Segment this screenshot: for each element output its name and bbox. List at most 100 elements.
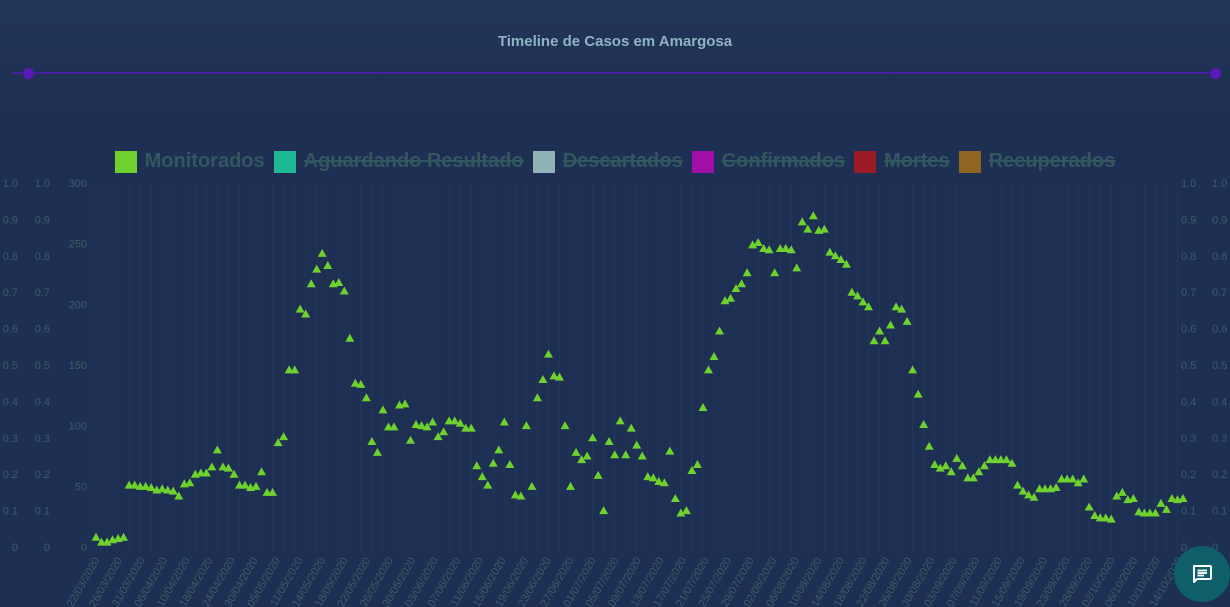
data-point: [317, 248, 327, 257]
data-point: [770, 268, 780, 277]
side-axis-tick-label: 0.5: [3, 360, 18, 372]
data-point: [185, 478, 195, 487]
data-point: [212, 445, 222, 454]
data-point: [968, 473, 978, 482]
date-range-slider-start-handle[interactable]: [23, 68, 34, 79]
data-point: [378, 405, 388, 414]
data-point: [157, 484, 167, 493]
data-point: [632, 440, 642, 449]
data-point: [422, 422, 432, 431]
side-axis-tick-label: 0.7: [1212, 287, 1227, 299]
data-point: [1117, 487, 1127, 496]
data-point: [681, 506, 691, 515]
data-point: [836, 254, 846, 263]
data-point: [1167, 493, 1177, 502]
legend-item-confirmados[interactable]: Confirmados: [691, 150, 845, 173]
side-axis-tick-label: 0.7: [1181, 287, 1196, 299]
chat-button[interactable]: [1174, 546, 1230, 602]
data-point: [930, 459, 940, 468]
data-point: [902, 316, 912, 325]
data-point: [908, 365, 918, 374]
data-point: [698, 402, 708, 411]
data-point: [543, 349, 553, 358]
legend-label-monitorados: Monitorados: [144, 150, 265, 172]
legend-item-descartados[interactable]: Descartados: [532, 150, 683, 173]
data-point: [659, 478, 669, 487]
grid-lines: [96, 183, 1177, 553]
data-point: [499, 417, 509, 426]
data-point: [389, 422, 399, 431]
legend-swatch-aguardando-resultado: [273, 150, 296, 173]
data-point: [670, 493, 680, 502]
side-axis-tick-label: 0: [12, 542, 18, 554]
data-point: [439, 427, 449, 436]
side-axis-tick-label: 0: [1181, 542, 1187, 554]
data-point: [367, 436, 377, 445]
data-point: [306, 279, 316, 288]
data-point: [411, 419, 421, 428]
data-point: [643, 472, 653, 481]
side-axis-tick-label: 0.6: [1181, 324, 1196, 336]
data-point: [223, 463, 233, 472]
data-point: [880, 336, 890, 345]
data-point: [290, 365, 300, 374]
date-range-slider-track[interactable]: [12, 72, 1220, 74]
side-axis-tick-label: 0.3: [1212, 433, 1227, 445]
side-axis-tick-label: 0.5: [1212, 360, 1227, 372]
y-tick-label: 100: [69, 421, 87, 433]
data-point: [858, 297, 868, 306]
data-point: [130, 480, 140, 489]
data-point: [1178, 493, 1188, 502]
legend-item-aguardando-resultado[interactable]: Aguardando Resultado: [273, 150, 524, 173]
data-point: [312, 264, 322, 273]
legend-label-recuperados: Recuperados: [988, 150, 1116, 172]
side-axis-tick-label: 0.6: [1212, 324, 1227, 336]
data-point: [494, 445, 504, 454]
chart-legend: Monitorados Aguardando Resultado Descart…: [0, 150, 1230, 173]
date-range-slider-end-handle[interactable]: [1210, 68, 1221, 79]
y-tick-label: 50: [75, 481, 87, 493]
data-point: [886, 320, 896, 329]
side-axis-tick-label: 1.0: [1181, 178, 1196, 190]
data-point: [268, 487, 278, 496]
legend-item-monitorados[interactable]: Monitorados: [114, 150, 265, 173]
legend-swatch-descartados: [532, 150, 555, 173]
data-point: [1150, 508, 1160, 517]
side-axis-tick-label: 1.0: [35, 178, 50, 190]
data-point: [748, 240, 758, 249]
data-point: [477, 472, 487, 481]
data-point: [742, 268, 752, 277]
side-axis-tick-label: 0.3: [35, 433, 50, 445]
data-point: [863, 302, 873, 311]
side-axis-tick-label: 0.9: [3, 214, 18, 226]
data-point: [759, 244, 769, 253]
data-point: [1073, 478, 1083, 487]
data-point: [560, 421, 570, 430]
data-point: [428, 417, 438, 426]
legend-item-recuperados[interactable]: Recuperados: [958, 150, 1116, 173]
side-axis-tick-label: 0.4: [1212, 396, 1227, 408]
data-point: [588, 433, 598, 442]
legend-item-mortes[interactable]: Mortes: [854, 150, 950, 173]
side-axis-tick-label: 0.9: [35, 214, 50, 226]
data-point: [339, 286, 349, 295]
data-point: [566, 481, 576, 490]
data-point: [323, 261, 333, 270]
data-point: [687, 466, 697, 475]
data-point: [803, 224, 813, 233]
legend-label-descartados: Descartados: [562, 150, 683, 172]
data-point: [450, 416, 460, 425]
side-axis-tick-label: 0.2: [1212, 469, 1227, 481]
data-point: [483, 480, 493, 489]
data-point: [720, 296, 730, 305]
data-point: [455, 418, 465, 427]
data-point: [952, 453, 962, 462]
data-point: [819, 224, 829, 233]
side-axis-tick-label: 1.0: [1212, 178, 1227, 190]
data-point: [472, 461, 482, 470]
side-axis-tick-label: 0.8: [3, 251, 18, 263]
data-point: [417, 421, 427, 430]
data-point: [924, 441, 934, 450]
data-point: [825, 247, 835, 256]
side-axis-tick-label: 0.3: [3, 433, 18, 445]
